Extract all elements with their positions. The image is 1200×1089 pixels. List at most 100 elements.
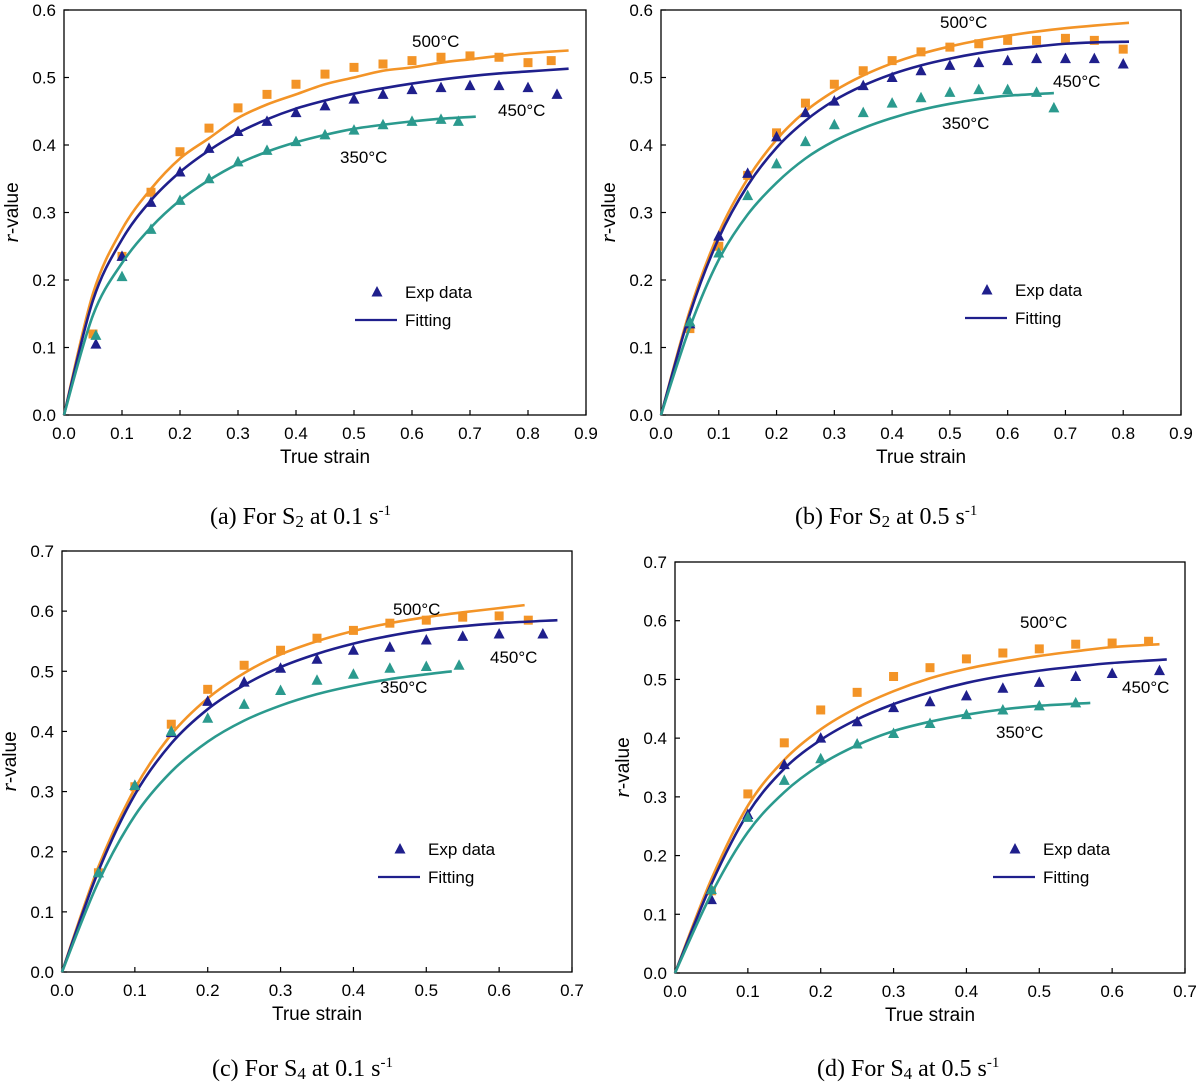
y-tick-label: 0.6 xyxy=(32,1,56,20)
data-point xyxy=(828,95,840,106)
data-point xyxy=(384,662,396,673)
fit-curve xyxy=(62,115,476,416)
x-tick-label: 0.5 xyxy=(1027,982,1051,1001)
data-point xyxy=(1002,54,1014,66)
data-point xyxy=(960,708,972,720)
x-axis-label: True strain xyxy=(280,447,370,468)
x-tick-label: 0.1 xyxy=(123,981,147,1000)
data-point xyxy=(974,39,984,49)
x-tick-label: 0.7 xyxy=(458,424,482,443)
data-point xyxy=(829,79,839,89)
data-point xyxy=(915,64,927,76)
y-tick-label: 0.1 xyxy=(32,339,56,358)
series-350C xyxy=(659,83,1060,416)
fit-curve xyxy=(60,669,452,973)
x-tick-label: 0.4 xyxy=(955,982,979,1001)
data-point xyxy=(886,97,898,108)
data-point xyxy=(684,315,696,327)
data-point xyxy=(347,644,359,655)
data-point xyxy=(924,717,936,728)
data-point xyxy=(997,703,1009,715)
data-point xyxy=(815,752,827,764)
data-point xyxy=(420,660,432,671)
x-tick-label: 0.2 xyxy=(168,424,192,443)
data-point xyxy=(771,130,783,142)
data-point xyxy=(1033,699,1045,711)
x-tick-label: 0.7 xyxy=(1054,424,1078,443)
data-point xyxy=(1144,636,1154,646)
data-point xyxy=(815,732,827,743)
series-450C xyxy=(62,67,569,416)
data-point xyxy=(523,58,533,68)
data-point xyxy=(925,663,935,673)
x-tick-label: 0.6 xyxy=(400,424,424,443)
x-tick-label: 0.0 xyxy=(649,424,673,443)
chart-c: 0.0 0.1 0.2 0.3 0.4 0.5 0.6 0.7 0.0 0.1 0.2 0.3 0.4 0… xyxy=(0,542,584,1025)
data-point xyxy=(385,618,395,628)
y-tick-label: 0.6 xyxy=(629,1,653,20)
x-tick-label: 0.0 xyxy=(52,424,76,443)
data-point xyxy=(1003,35,1013,45)
data-point xyxy=(312,633,322,643)
data-point xyxy=(551,88,563,99)
data-point xyxy=(377,118,389,130)
chart-panel-a: 0.0 0.1 0.2 0.3 0.4 0.5 0.6 0.7 0.8 0.9 0.0 0.1 0.2 0… xyxy=(0,0,600,545)
fit-curve xyxy=(659,91,1054,416)
data-point xyxy=(714,241,724,251)
data-point xyxy=(961,654,971,664)
data-point xyxy=(348,93,360,104)
data-point xyxy=(90,338,102,349)
data-point xyxy=(828,118,840,130)
fit-curve xyxy=(659,40,1130,416)
x-tick-label: 0.2 xyxy=(196,981,220,1000)
y-tick-label: 0.5 xyxy=(643,670,667,689)
temperature-label: 350°C xyxy=(380,678,427,697)
caption-d: (d) For S4 at 0.5 s-1 xyxy=(817,1055,1000,1083)
y-tick-label: 0.1 xyxy=(30,903,54,922)
data-point xyxy=(92,866,104,878)
y-tick-label: 0.3 xyxy=(643,788,667,807)
fit-curve xyxy=(673,701,1091,974)
chart-d: 0.0 0.1 0.2 0.3 0.4 0.5 0.6 0.7 0.0 0.1 0.2 0.3 0.4 0… xyxy=(609,553,1197,1026)
y-axis-label: r-value xyxy=(0,182,23,242)
data-point xyxy=(146,187,156,197)
series-500C xyxy=(62,49,569,416)
caption-c: (c) For S4 at 0.1 s-1 xyxy=(212,1055,393,1083)
data-point xyxy=(705,883,717,895)
y-tick-label: 0.3 xyxy=(30,783,54,802)
temperature-label: 500°C xyxy=(393,600,440,619)
temperature-label: 500°C xyxy=(1020,613,1067,632)
data-point xyxy=(88,329,98,339)
temperature-label: 450°C xyxy=(498,101,545,120)
data-point xyxy=(406,115,418,126)
data-point xyxy=(175,147,185,157)
data-point xyxy=(378,59,388,69)
data-point xyxy=(945,42,955,52)
data-point xyxy=(291,79,301,89)
data-point xyxy=(203,172,215,184)
x-tick-label: 0.5 xyxy=(342,424,366,443)
series-500C xyxy=(659,21,1130,416)
data-point xyxy=(888,727,900,738)
data-point xyxy=(233,103,243,113)
data-point xyxy=(857,106,869,118)
legend-fit-label: Fitting xyxy=(1043,868,1089,887)
data-point xyxy=(1032,35,1042,45)
data-point xyxy=(1089,35,1099,45)
temperature-label: 450°C xyxy=(490,648,537,667)
y-tick-label: 0.4 xyxy=(32,136,56,155)
data-point xyxy=(435,81,447,93)
data-point xyxy=(998,648,1008,658)
data-point xyxy=(852,687,862,697)
data-point xyxy=(435,113,447,124)
chart-panel-c: 0.0 0.1 0.2 0.3 0.4 0.5 0.6 0.7 0.0 0.1 0.2 0.3 0.4 0… xyxy=(0,542,600,1089)
data-point xyxy=(165,725,177,736)
data-point xyxy=(1031,52,1043,64)
temperature-label: 350°C xyxy=(340,148,387,167)
fit-curve xyxy=(673,642,1160,974)
x-tick-label: 0.2 xyxy=(809,982,833,1001)
series-350C xyxy=(62,113,476,416)
data-point xyxy=(713,247,725,258)
data-point xyxy=(851,715,863,727)
data-point xyxy=(174,194,186,205)
